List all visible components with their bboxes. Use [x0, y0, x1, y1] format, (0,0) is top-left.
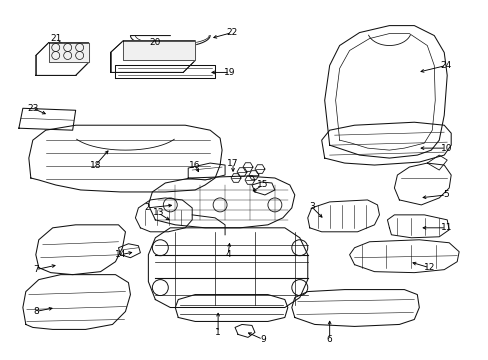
- Polygon shape: [118, 244, 140, 258]
- Polygon shape: [115, 66, 215, 78]
- Polygon shape: [349, 240, 458, 273]
- Text: 3: 3: [308, 202, 314, 211]
- Text: 8: 8: [33, 307, 39, 316]
- Polygon shape: [307, 200, 379, 232]
- Text: 19: 19: [224, 68, 235, 77]
- Text: 20: 20: [149, 38, 161, 47]
- Polygon shape: [36, 225, 125, 275]
- Polygon shape: [235, 324, 254, 337]
- Polygon shape: [130, 36, 210, 48]
- Text: 2: 2: [144, 203, 150, 212]
- Polygon shape: [251, 182, 274, 195]
- Polygon shape: [123, 41, 195, 60]
- Polygon shape: [386, 215, 448, 238]
- Polygon shape: [427, 155, 447, 170]
- Polygon shape: [291, 289, 419, 327]
- Polygon shape: [321, 122, 450, 165]
- Polygon shape: [36, 42, 88, 75]
- Text: 7: 7: [33, 265, 39, 274]
- Polygon shape: [135, 198, 192, 232]
- Text: 16: 16: [189, 161, 201, 170]
- Polygon shape: [394, 163, 450, 205]
- Text: 11: 11: [440, 223, 451, 232]
- Text: 10: 10: [440, 144, 451, 153]
- Polygon shape: [188, 163, 224, 180]
- Text: 1: 1: [215, 328, 221, 337]
- Text: 4: 4: [225, 250, 230, 259]
- Polygon shape: [148, 176, 294, 228]
- Text: 14: 14: [115, 250, 126, 259]
- Polygon shape: [49, 42, 88, 62]
- Text: 9: 9: [260, 335, 265, 344]
- Text: 15: 15: [257, 180, 268, 189]
- Text: 17: 17: [227, 158, 238, 167]
- Text: 22: 22: [226, 28, 237, 37]
- Text: 21: 21: [50, 34, 61, 43]
- Polygon shape: [324, 26, 447, 158]
- Text: 13: 13: [152, 208, 164, 217]
- Text: 23: 23: [27, 104, 39, 113]
- Polygon shape: [175, 294, 287, 321]
- Text: 6: 6: [326, 335, 332, 344]
- Polygon shape: [29, 125, 222, 192]
- Text: 24: 24: [440, 61, 451, 70]
- Polygon shape: [23, 275, 130, 329]
- Text: 12: 12: [423, 263, 434, 272]
- Polygon shape: [19, 108, 76, 130]
- Text: 5: 5: [443, 190, 448, 199]
- Text: 18: 18: [90, 161, 101, 170]
- Polygon shape: [110, 41, 195, 72]
- Polygon shape: [148, 228, 307, 307]
